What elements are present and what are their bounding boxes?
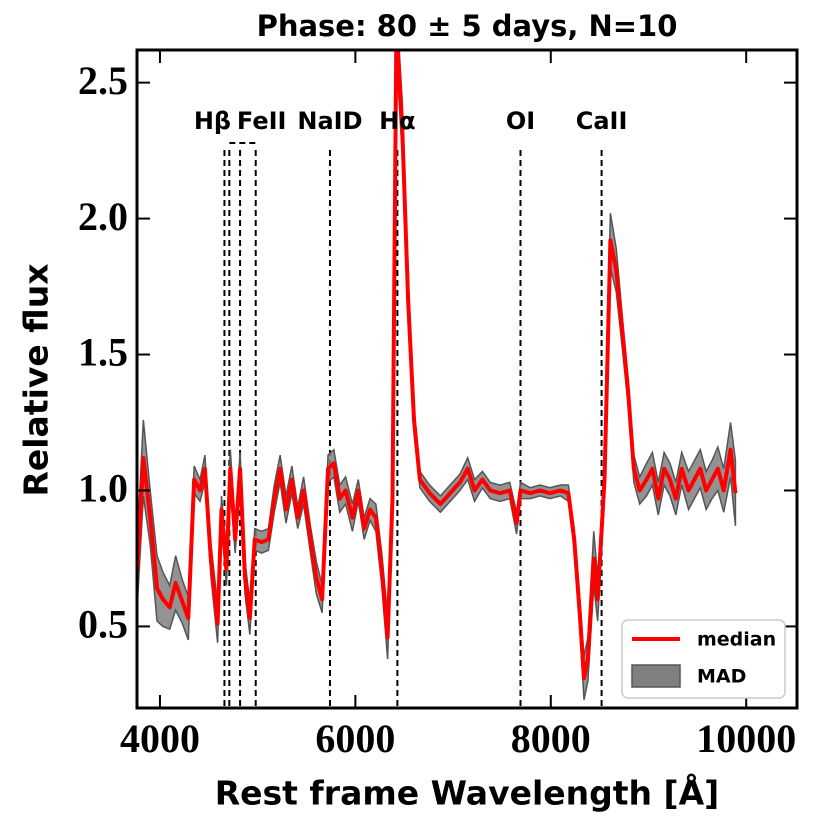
x-tick-label: 8000 bbox=[511, 716, 591, 761]
y-tick-label: 1.5 bbox=[78, 330, 128, 375]
y-tick-label: 2.0 bbox=[78, 194, 128, 239]
marker-label: Hα bbox=[379, 107, 416, 135]
y-axis-label: Relative flux bbox=[17, 263, 56, 496]
mad-band bbox=[137, 50, 737, 700]
y-tick-label: 0.5 bbox=[78, 602, 128, 647]
marker-label: FeII bbox=[237, 107, 287, 135]
x-tick-label: 4000 bbox=[120, 716, 200, 761]
y-tick-label: 2.5 bbox=[78, 58, 128, 103]
plot-area bbox=[137, 50, 738, 708]
x-axis-label: Rest frame Wavelength [Å] bbox=[215, 773, 720, 813]
median-line bbox=[137, 50, 738, 681]
y-tick-label: 1.0 bbox=[78, 466, 128, 511]
plot-frame bbox=[135, 48, 799, 710]
legend-label: MAD bbox=[697, 666, 746, 688]
marker-label: CaII bbox=[576, 107, 628, 135]
legend-label: median bbox=[697, 629, 776, 651]
x-tick-label: 10000 bbox=[696, 716, 796, 761]
legend-swatch bbox=[631, 664, 681, 688]
marker-label: NaID bbox=[297, 107, 362, 135]
x-tick-label: 6000 bbox=[315, 716, 395, 761]
marker-label: Hβ bbox=[194, 107, 231, 135]
chart-title: Phase: 80 ± 5 days, N=10 bbox=[257, 9, 678, 43]
marker-label: OI bbox=[506, 107, 535, 135]
